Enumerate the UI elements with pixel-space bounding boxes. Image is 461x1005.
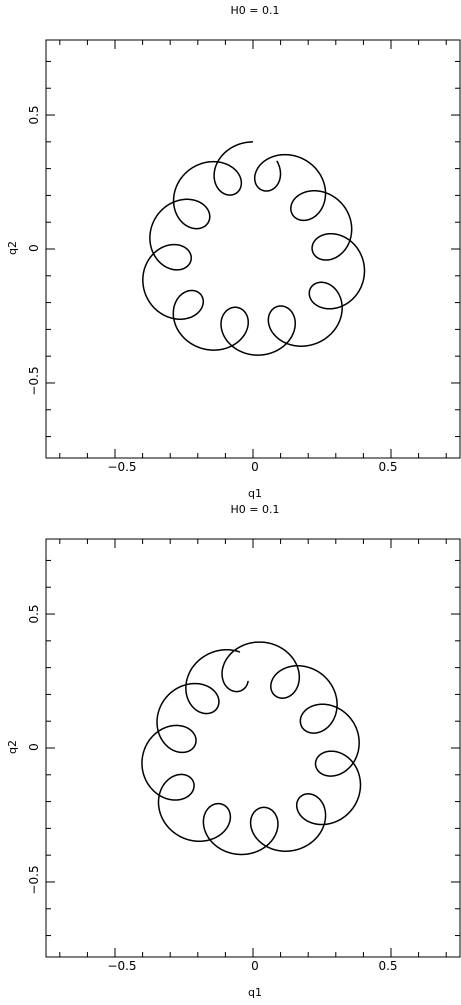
chart-2-ytick-label: 0 xyxy=(27,743,41,751)
chart-1-xtick-label: 0.5 xyxy=(378,460,397,474)
chart-1-ticks xyxy=(46,40,460,458)
chart-panel-1: H0 = 0.1 −0.5 0 0.5 −0.5 0 0.5 q1 q2 xyxy=(6,4,461,500)
chart-1-xtick-label: 0 xyxy=(251,460,259,474)
chart-1-xtick-label: −0.5 xyxy=(107,460,136,474)
chart-1-frame xyxy=(45,39,461,459)
chart-1-ylabel: q2 xyxy=(6,241,19,255)
chart-2-xtick-label: −0.5 xyxy=(107,959,136,973)
chart-1-ytick-label: 0 xyxy=(27,244,41,252)
chart-2-trajectory-line xyxy=(141,641,362,856)
chart-2-xtick-label: 0.5 xyxy=(378,959,397,973)
chart-2-ytick-label: 0.5 xyxy=(27,604,41,623)
chart-2-ytick-label: −0.5 xyxy=(27,865,41,894)
chart-1-ytick-label: −0.5 xyxy=(27,366,41,395)
chart-2-xtick-label: 0 xyxy=(251,959,259,973)
chart-2-title: H0 = 0.1 xyxy=(231,503,280,516)
chart-1-xlabel: q1 xyxy=(248,487,262,500)
chart-1-title: H0 = 0.1 xyxy=(231,4,280,17)
chart-2-ticks xyxy=(46,539,460,957)
chart-1-trajectory-line xyxy=(142,141,366,356)
chart-1-ytick-label: 0.5 xyxy=(27,105,41,124)
chart-2-frame xyxy=(45,538,461,958)
chart-2-ylabel: q2 xyxy=(6,740,19,754)
chart-panel-2: H0 = 0.1 −0.5 0 0.5 −0.5 0 0.5 q1 q2 xyxy=(6,503,461,999)
chart-2-xlabel: q1 xyxy=(248,986,262,999)
